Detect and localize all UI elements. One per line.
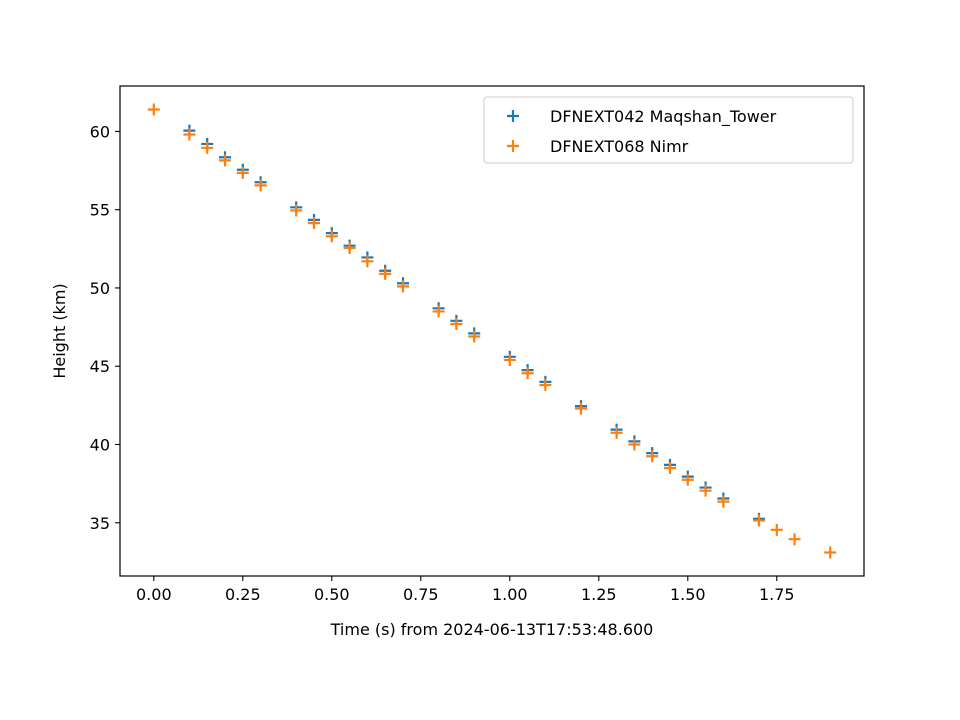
data-point — [681, 473, 694, 486]
data-point — [628, 438, 641, 451]
data-point — [788, 533, 801, 546]
y-tick-label: 40 — [90, 435, 110, 454]
data-point — [468, 330, 481, 343]
data-point — [521, 367, 534, 380]
data-point — [361, 255, 374, 268]
x-tick-label: 0.00 — [136, 585, 172, 604]
data-point — [397, 280, 410, 293]
x-tick-label: 1.25 — [581, 585, 617, 604]
data-point — [290, 204, 303, 217]
data-point — [147, 103, 160, 116]
x-tick-label: 0.75 — [403, 585, 439, 604]
data-point — [752, 514, 765, 527]
data-point — [610, 426, 623, 439]
y-tick-label: 55 — [90, 201, 110, 220]
data-point — [308, 216, 321, 229]
data-point — [450, 317, 463, 330]
data-point — [379, 267, 392, 280]
legend-box — [483, 96, 854, 164]
data-point — [219, 154, 232, 167]
axes: 0.00 0.25 0.50 0.75 1.00 1.25 1.50 1.75 35 40 45 50… — [90, 85, 865, 604]
x-tick-label: 0.50 — [314, 585, 350, 604]
x-tick-label: 1.75 — [759, 585, 795, 604]
data-point — [770, 523, 783, 536]
x-tick-label: 1.00 — [492, 585, 528, 604]
data-point — [343, 242, 356, 255]
y-tick-label: 45 — [90, 357, 110, 376]
y-tick-label: 50 — [90, 279, 110, 298]
y-tick-label: 60 — [90, 122, 110, 141]
legend-marker — [507, 140, 519, 152]
data-point — [201, 141, 214, 154]
y-tick-label: 35 — [90, 514, 110, 533]
series-2 — [147, 103, 837, 559]
data-point — [503, 353, 516, 366]
data-point — [699, 484, 712, 497]
legend-marker — [507, 110, 519, 122]
y-axis-label: Height (km) — [50, 283, 69, 378]
x-tick-label: 1.50 — [670, 585, 706, 604]
data-point — [663, 461, 676, 474]
data-point — [236, 166, 249, 179]
data-point — [183, 128, 196, 141]
data-point — [824, 546, 837, 559]
legend: DFNEXT042 Maqshan_Tower DFNEXT068 Nimr — [483, 96, 854, 164]
data-point — [325, 230, 338, 243]
x-axis-label: Time (s) from 2024-06-13T17:53:48.600 — [330, 620, 654, 639]
x-tick-label: 0.25 — [225, 585, 261, 604]
data-point — [574, 402, 587, 415]
data-point — [717, 495, 730, 508]
axes-frame — [119, 85, 865, 577]
legend-label: DFNEXT042 Maqshan_Tower — [550, 107, 777, 127]
data-point — [432, 305, 445, 318]
plot-area — [147, 103, 837, 559]
data-point — [646, 450, 659, 463]
data-point — [254, 179, 267, 192]
legend-label: DFNEXT068 Nimr — [550, 137, 689, 156]
data-point — [539, 379, 552, 392]
